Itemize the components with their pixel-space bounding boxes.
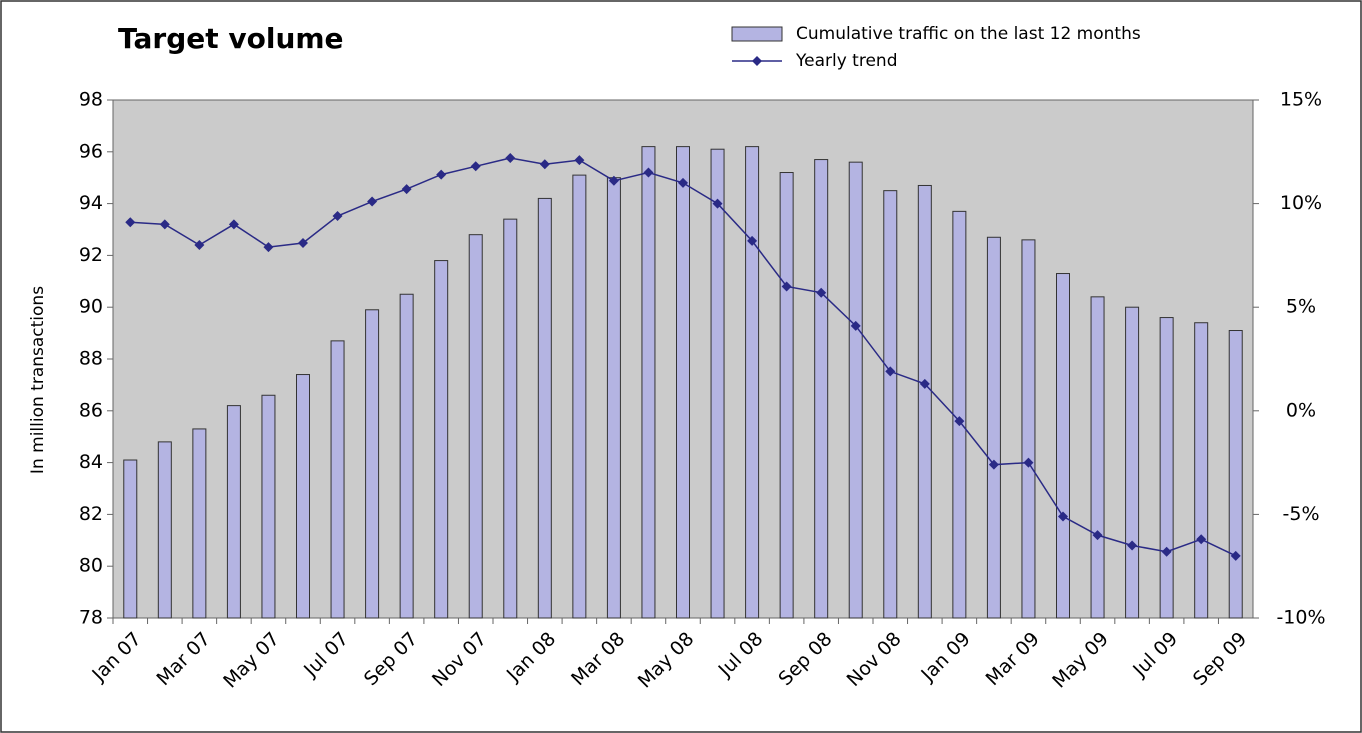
trend-marker	[1196, 534, 1207, 545]
y2-tick-label: 15%	[1280, 89, 1322, 111]
trend-marker	[1092, 530, 1103, 541]
bar	[503, 218, 518, 619]
bar	[848, 161, 863, 619]
trend-marker	[643, 167, 654, 178]
y-tick-label: 88	[79, 348, 103, 370]
trend-marker	[816, 287, 827, 298]
bar	[261, 394, 276, 619]
bar	[676, 146, 690, 619]
trend-marker	[608, 175, 619, 186]
bar	[537, 197, 552, 619]
y-axis-title: In million transactions	[28, 286, 48, 474]
bar	[606, 177, 621, 619]
bar	[1194, 322, 1209, 619]
bar	[1056, 273, 1070, 619]
legend-marker	[752, 56, 762, 66]
bar	[1090, 296, 1105, 619]
trend-marker	[263, 242, 274, 253]
legend-swatch	[731, 26, 783, 42]
trend-marker	[159, 219, 170, 230]
bar	[226, 405, 241, 619]
y2-tick-label: -10%	[1276, 607, 1325, 629]
bar	[468, 234, 483, 619]
trend-marker	[505, 153, 516, 164]
bar	[157, 441, 172, 619]
trend-marker	[194, 240, 205, 251]
trend-marker	[298, 237, 308, 248]
bar	[296, 374, 310, 619]
bar	[399, 293, 414, 619]
y-tick-label: 86	[79, 399, 103, 421]
bar	[986, 236, 1001, 619]
bar	[192, 428, 207, 619]
trend-marker	[781, 281, 792, 292]
trend-marker	[470, 161, 481, 172]
trend-marker	[228, 219, 239, 230]
bar	[1021, 239, 1036, 619]
y-tick-label: 92	[79, 244, 103, 266]
y-tick-label: 98	[79, 89, 103, 111]
bar	[434, 260, 449, 619]
bar	[1228, 330, 1243, 619]
y-tick-label: 96	[79, 140, 103, 162]
y2-tick-label: 0%	[1286, 399, 1316, 421]
trend-marker	[125, 217, 136, 228]
trend-marker	[436, 169, 447, 180]
bar	[572, 174, 587, 619]
trend-marker	[988, 459, 999, 470]
trend-marker	[1127, 540, 1138, 551]
trend-marker	[919, 378, 930, 389]
legend-label: Cumulative traffic on the last 12 months	[796, 24, 1141, 44]
trend-marker	[1058, 511, 1068, 522]
bar	[1125, 306, 1140, 619]
legend-label: Yearly trend	[795, 51, 898, 71]
trend-marker	[954, 416, 965, 427]
y-tick-label: 90	[79, 296, 103, 318]
bar	[814, 159, 829, 619]
trend-marker	[678, 177, 688, 188]
trend-marker	[1230, 550, 1241, 561]
y2-tick-label: 10%	[1280, 192, 1322, 214]
bar	[1159, 317, 1174, 619]
bar	[710, 148, 725, 619]
y2-tick-label: -5%	[1283, 503, 1320, 525]
bar	[641, 146, 656, 619]
bar	[883, 190, 898, 619]
y-tick-label: 94	[79, 192, 103, 214]
trend-marker	[539, 159, 550, 170]
trend-marker	[401, 184, 412, 195]
y-tick-label: 78	[79, 607, 103, 629]
bar	[365, 309, 380, 619]
bar	[952, 210, 967, 619]
y-tick-label: 82	[79, 503, 103, 525]
chart-title: Target volume	[118, 22, 344, 55]
bar	[330, 340, 345, 619]
trend-marker	[1161, 546, 1172, 557]
bar	[123, 459, 138, 619]
trend-marker	[712, 198, 723, 209]
trend-marker	[850, 320, 861, 331]
y-tick-label: 84	[79, 451, 103, 473]
trend-marker	[332, 211, 343, 222]
trend-marker	[1023, 457, 1034, 468]
bar	[779, 172, 794, 619]
trend-marker	[747, 235, 758, 246]
trend-marker	[367, 196, 378, 207]
y-tick-label: 80	[79, 555, 103, 577]
y2-tick-label: 5%	[1286, 296, 1316, 318]
bar	[745, 146, 760, 619]
trend-marker	[574, 155, 585, 166]
bar	[917, 184, 932, 619]
trend-marker	[885, 366, 896, 377]
